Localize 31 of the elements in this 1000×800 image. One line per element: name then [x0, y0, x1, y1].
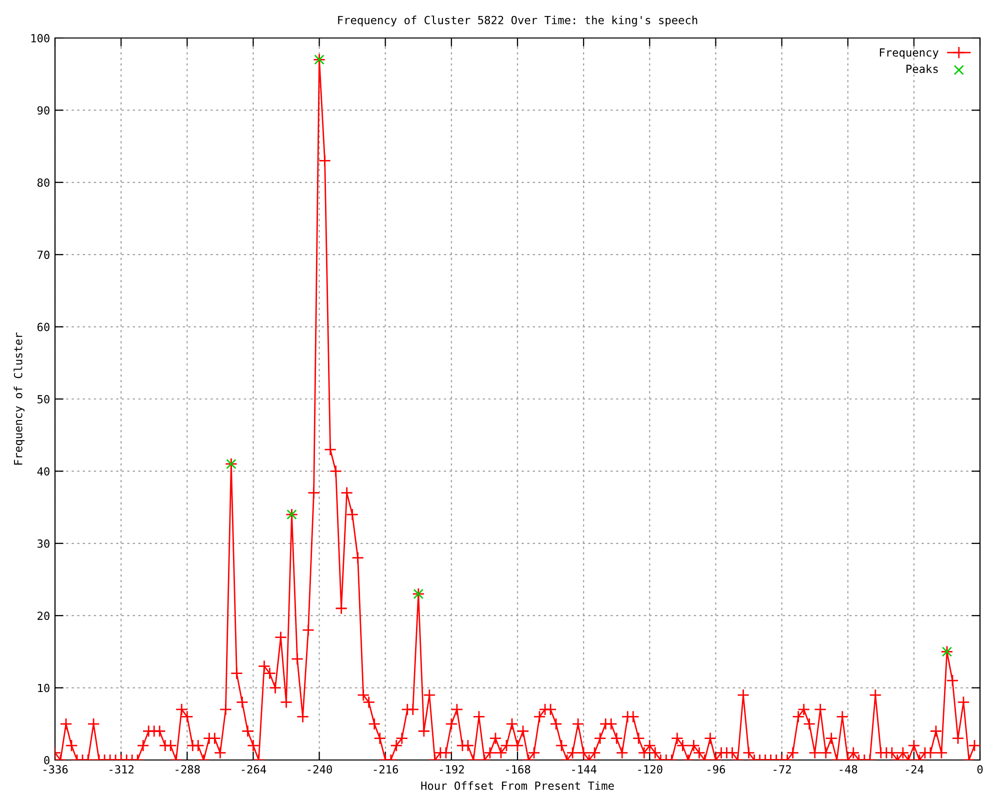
- x-tick-label: -72: [774, 765, 791, 774]
- y-tick-label: 70: [38, 250, 50, 260]
- x-tick-label: -192: [440, 765, 464, 774]
- x-tick-label: -312: [110, 765, 134, 774]
- x-tick-label: -288: [176, 765, 200, 774]
- x-tick-label: -144: [572, 765, 596, 774]
- x-tick-label: -24: [906, 765, 924, 774]
- y-tick-label: 60: [37, 322, 50, 332]
- legend-label: Peaks: [906, 64, 938, 74]
- x-tick-label: -216: [374, 765, 398, 774]
- x-axis-title: Hour Offset From Present Time: [421, 781, 614, 790]
- y-tick-label: 90: [37, 106, 50, 115]
- y-tick-label: 100: [31, 34, 50, 42]
- y-axis-title: Frequency of Cluster: [14, 332, 25, 465]
- x-tick-label: -168: [506, 765, 530, 774]
- legend-label: Frequency: [880, 48, 938, 59]
- x-tick-label: -240: [308, 765, 332, 774]
- y-tick-label: 40: [37, 467, 50, 476]
- y-tick-label: 20: [38, 612, 50, 620]
- y-tick-label: 30: [38, 539, 50, 548]
- x-tick-label: -48: [840, 765, 858, 774]
- x-tick-label: -96: [708, 765, 726, 774]
- x-tick-label: -120: [638, 765, 662, 774]
- y-tick-label: 0: [44, 756, 50, 764]
- chart-title: Frequency of Cluster 5822 Over Time: the king's speech: [338, 16, 698, 26]
- x-tick-label: 0: [977, 765, 983, 774]
- y-tick-label: 10: [38, 684, 50, 692]
- x-tick-label: -336: [44, 765, 68, 774]
- y-tick-label: 80: [37, 178, 50, 187]
- x-tick-label: -264: [242, 765, 266, 774]
- y-tick-label: 50: [38, 395, 50, 404]
